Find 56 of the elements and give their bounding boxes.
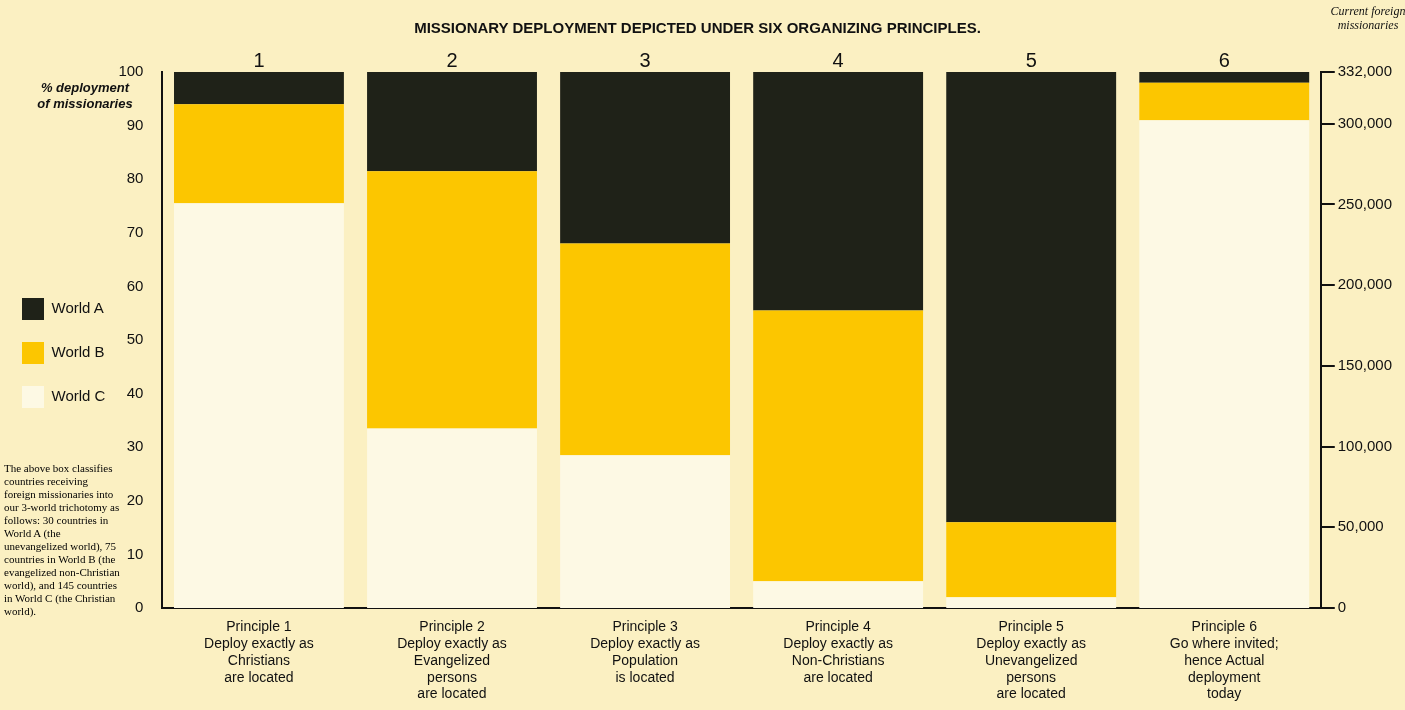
y-tick-label: 60 (126, 276, 144, 294)
annotation: 4 (832, 48, 844, 71)
x-tick-label: Principle 5 Deploy exactly as Unevangelized persons are located (976, 618, 1087, 702)
y-axis-title: % deployment of missionaries (37, 80, 133, 112)
annotation: 3 (639, 48, 651, 71)
bar (1139, 72, 1310, 83)
y-tick-label: 0 (135, 598, 144, 616)
x-tick-label: Principle 3 Deploy exactly as Population is located (590, 618, 700, 685)
y2-axis-title: Current foreign missionaries (1330, 4, 1405, 33)
text: The above box classifies countries receiving foreign missionaries into our 3-world trichotomy as follows: 30 countries in World A (the unevangelized world), 75 countries in World B (the evangelized non-Christian world), and 145 countries in World C (the Christian world). (4, 462, 120, 617)
bar (753, 310, 924, 582)
x-tick-label: Principle 4 Deploy exactly as Non-Christians are located (783, 618, 893, 685)
bar (753, 72, 924, 311)
bar (560, 243, 731, 456)
x-tick-label: Principle 6 Go where invited; hence Actual deployment today (1169, 618, 1279, 702)
y2-tick-label: 200,000 (1337, 275, 1393, 293)
y-tick-label: 70 (126, 222, 144, 240)
y2-tick-label: 150,000 (1337, 355, 1393, 373)
bar (1139, 120, 1310, 608)
annotation: 2 (446, 48, 458, 71)
bar (174, 104, 344, 204)
y2-tick-label: 250,000 (1337, 194, 1393, 212)
y-tick-label: 80 (126, 169, 144, 187)
y2-tick-label: 332,000 (1337, 62, 1393, 80)
legend-label: World A (51, 299, 104, 317)
bar (367, 72, 537, 172)
bar (174, 203, 344, 608)
y-tick-label: 50 (126, 330, 144, 348)
bar (1139, 82, 1310, 121)
y-tick-label: 40 (126, 383, 144, 401)
annotation: 6 (1218, 48, 1230, 71)
x-tick-label: Principle 2 Deploy exactly as Evangelized persons are located (397, 618, 507, 702)
chart-title: MISSIONARY DEPLOYMENT DEPICTED UNDER SIX ORGANIZING PRINCIPLES. (414, 19, 981, 37)
y-tick-label: 10 (126, 544, 144, 562)
legend-label: World B (51, 343, 105, 361)
bar (367, 171, 537, 429)
y2-tick-label: 300,000 (1337, 113, 1393, 131)
bar (946, 522, 1117, 598)
y2-tick-label: 0 (1337, 598, 1347, 616)
y-tick-label: 30 (126, 437, 144, 455)
y2-tick-label: 100,000 (1337, 436, 1393, 454)
y-tick-label: 20 (126, 490, 144, 508)
bar (560, 455, 731, 608)
bar (367, 428, 537, 608)
bar (174, 72, 344, 105)
annotation: 5 (1025, 48, 1037, 71)
bar (560, 72, 731, 244)
y-tick-label: 90 (126, 115, 144, 133)
legend-label: World C (51, 387, 106, 405)
bar (946, 597, 1117, 608)
annotation: 1 (253, 48, 265, 71)
bar (753, 581, 924, 608)
y-tick-label: 100 (118, 62, 144, 80)
y2-tick-label: 50,000 (1337, 517, 1384, 535)
x-tick-label: Principle 1 Deploy exactly as Christians are located (204, 618, 314, 685)
bar (946, 72, 1117, 523)
